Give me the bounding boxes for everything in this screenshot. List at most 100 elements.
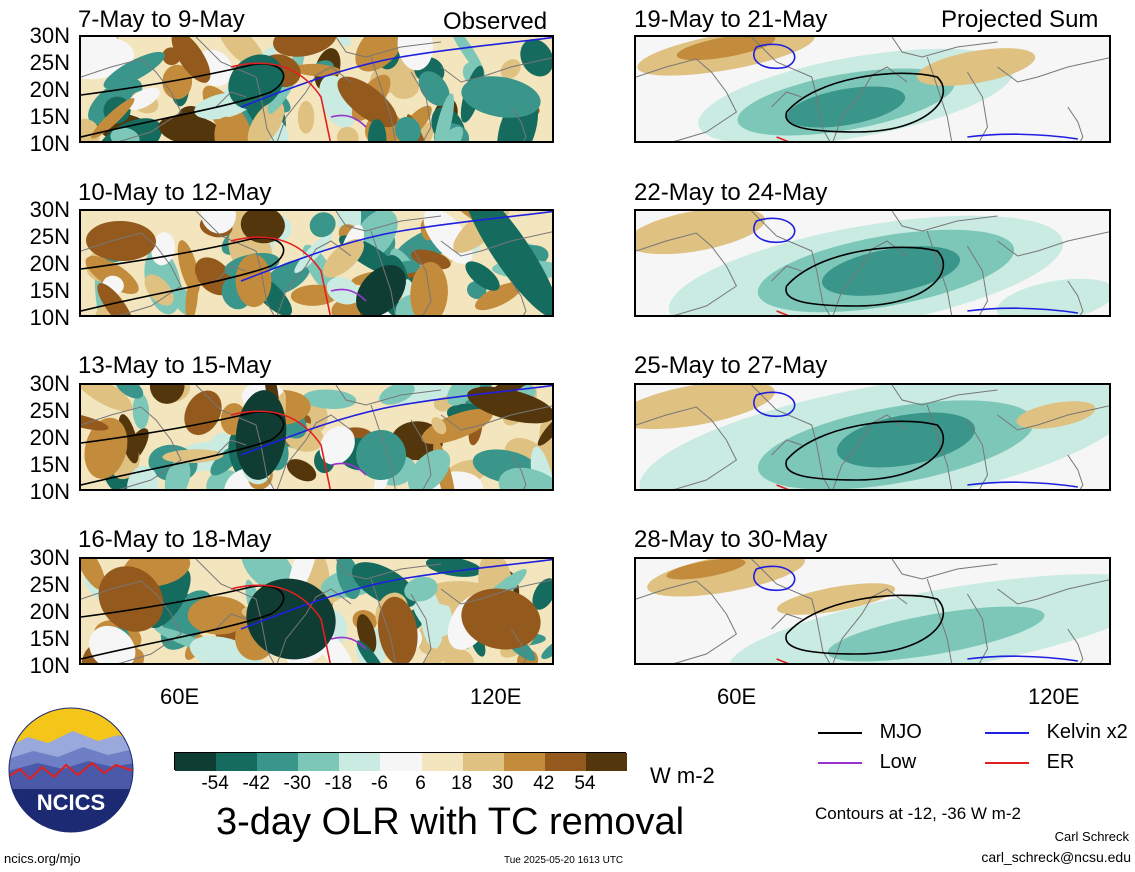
lat-label: 20N bbox=[29, 425, 70, 450]
colorbar-swatch bbox=[380, 753, 423, 771]
olr-anomaly-shade bbox=[293, 63, 342, 77]
olr-anomaly-shade bbox=[431, 417, 447, 435]
website-url: ncics.org/mjo bbox=[4, 851, 81, 866]
lon-label-60e-right: 60E bbox=[717, 684, 757, 709]
panel-title-right-2: 22-May to 24-May bbox=[634, 179, 828, 206]
olr-anomaly-shade bbox=[309, 212, 336, 238]
colorbar-tick-label: 42 bbox=[533, 773, 555, 794]
coastline bbox=[636, 406, 738, 489]
coastline bbox=[636, 580, 738, 663]
lat-label: 15N bbox=[29, 452, 70, 477]
coastline bbox=[891, 385, 998, 406]
olr-anomaly-shade bbox=[425, 559, 482, 577]
coastline bbox=[771, 613, 802, 630]
coastline bbox=[195, 385, 275, 489]
olr-anomaly-shade bbox=[290, 284, 338, 306]
colorbar-swatch bbox=[544, 753, 587, 771]
olr-anomaly-shade bbox=[404, 576, 438, 602]
olr-anomaly-shade bbox=[214, 116, 244, 141]
contour-line bbox=[81, 237, 285, 312]
olr-anomaly-shade bbox=[149, 385, 185, 404]
projected-map-panel bbox=[634, 383, 1111, 491]
olr-anomaly-shade bbox=[410, 249, 451, 270]
lat-label: 10N bbox=[29, 131, 70, 156]
lon-label-120e-left: 120E bbox=[470, 684, 522, 709]
colorbar-tick-label: 6 bbox=[415, 773, 426, 794]
olr-anomaly-shade bbox=[126, 87, 160, 111]
observed-map-panel bbox=[79, 35, 554, 143]
colorbar-units: W m-2 bbox=[650, 763, 715, 788]
lat-label: 15N bbox=[29, 278, 70, 303]
olr-anomaly-shade bbox=[144, 274, 174, 306]
coastline bbox=[510, 628, 527, 663]
coastline bbox=[997, 231, 1109, 257]
legend-low: Low bbox=[818, 752, 916, 772]
olr-anomaly-shade bbox=[331, 300, 365, 315]
coastline bbox=[370, 56, 396, 141]
colorbar-tick-label: 18 bbox=[451, 773, 473, 794]
coastline bbox=[440, 231, 552, 257]
coastline bbox=[410, 71, 432, 141]
coastline bbox=[410, 245, 432, 315]
olr-anomaly-shade bbox=[465, 261, 500, 291]
coastline bbox=[832, 414, 908, 489]
lon-label-60e-left: 60E bbox=[160, 684, 200, 709]
colorbar-swatch bbox=[421, 753, 464, 771]
contour-line bbox=[330, 288, 367, 302]
coastline bbox=[335, 211, 442, 232]
legend-kelvin: Kelvin x2 bbox=[985, 722, 1128, 742]
lat-label: 10N bbox=[29, 305, 70, 330]
lat-label: 20N bbox=[29, 77, 70, 102]
olr-anomaly-shade bbox=[467, 386, 552, 424]
contour-line bbox=[776, 310, 789, 315]
olr-anomaly-shade bbox=[821, 246, 961, 296]
olr-map bbox=[636, 385, 1109, 489]
coastline bbox=[370, 404, 396, 489]
contour-line bbox=[785, 594, 945, 655]
panel-title-left-3: 13-May to 15-May bbox=[78, 352, 272, 379]
contour-line bbox=[230, 236, 331, 315]
olr-anomaly-shade bbox=[91, 98, 135, 139]
contour-line bbox=[967, 307, 1078, 314]
olr-anomaly-shade bbox=[368, 119, 387, 141]
colorbar-tick-label: -42 bbox=[242, 773, 270, 794]
coastline bbox=[215, 265, 247, 282]
olr-map bbox=[81, 385, 552, 489]
projected-map-panel bbox=[634, 209, 1111, 317]
olr-anomaly-shade bbox=[338, 37, 351, 47]
contour-line bbox=[967, 133, 1078, 140]
lat-label: 15N bbox=[29, 626, 70, 651]
contour-line bbox=[240, 559, 552, 630]
olr-anomaly-shade bbox=[110, 127, 140, 141]
olr-anomaly-shade bbox=[85, 256, 139, 295]
olr-anomaly-shade bbox=[200, 211, 236, 234]
olr-anomaly-shade bbox=[319, 426, 355, 465]
projected-map-panel bbox=[634, 557, 1111, 665]
olr-anomaly-shade bbox=[395, 116, 421, 141]
olr-anomaly-shade bbox=[500, 59, 521, 80]
lat-label: 10N bbox=[29, 653, 70, 678]
olr-map bbox=[636, 37, 1109, 141]
lat-label: 25N bbox=[29, 50, 70, 75]
olr-anomaly-shade bbox=[461, 76, 541, 118]
olr-anomaly-shade bbox=[537, 412, 552, 446]
contour-line bbox=[81, 63, 285, 138]
olr-anomaly-shade bbox=[666, 559, 746, 580]
coastline bbox=[926, 230, 953, 315]
author-name: Carl Schreck bbox=[1054, 829, 1129, 844]
olr-anomaly-shade bbox=[647, 559, 805, 597]
coastline bbox=[636, 232, 738, 315]
contour-line bbox=[785, 420, 945, 481]
olr-anomaly-shade bbox=[84, 417, 128, 479]
olr-anomaly-shade bbox=[474, 282, 522, 311]
coastline bbox=[510, 454, 527, 489]
olr-anomaly-shade bbox=[408, 449, 451, 489]
olr-anomaly-shade bbox=[81, 37, 134, 80]
olr-map bbox=[81, 211, 552, 315]
contours-note: Contours at -12, -36 W m-2 bbox=[815, 804, 1021, 823]
panel-title-right-4: 28-May to 30-May bbox=[634, 526, 828, 553]
lat-label: 30N bbox=[29, 197, 70, 222]
coastline bbox=[891, 211, 998, 232]
contour-line bbox=[753, 391, 796, 417]
contour-line bbox=[967, 481, 1078, 488]
